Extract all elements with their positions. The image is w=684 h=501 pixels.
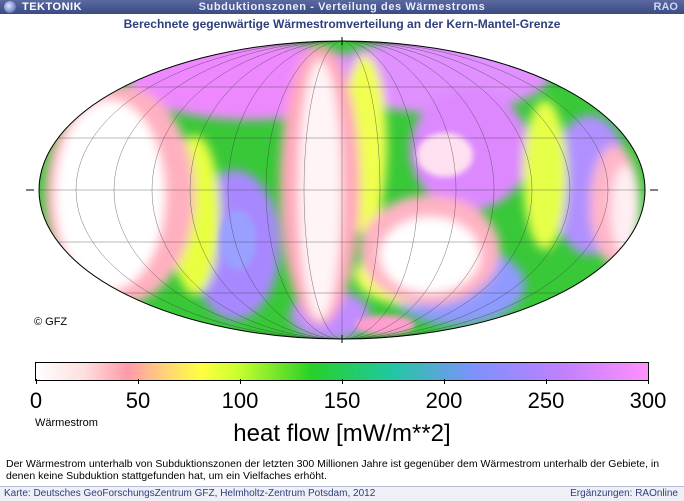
colorbar-tick [647, 379, 649, 384]
quantity-label: Wärmestrom [35, 417, 98, 429]
map-field [39, 41, 645, 339]
colorbar-tick-label: 150 [323, 388, 361, 413]
globe-logo-icon [4, 1, 16, 13]
brand-label: TEKTONIK [22, 1, 83, 13]
footer-source: Karte: Deutsches GeoForschungsZentrum GF… [4, 488, 376, 499]
top-banner: TEKTONIK Subduktionszonen - Verteilung d… [0, 0, 684, 14]
map-subtitle: Berechnete gegenwärtige Wärmestromvertei… [123, 17, 561, 31]
brand[interactable]: TEKTONIK [4, 0, 82, 14]
footer-credit[interactable]: Ergänzungen: RAOnline [570, 488, 678, 499]
colorbar-tick [35, 379, 37, 384]
colorbar-tick [239, 379, 241, 384]
colorbar-tick-label: 0 [29, 388, 43, 413]
unit-label: heat flow [mW/m**2] [233, 420, 451, 447]
colorbar-tick-label: 300 [629, 388, 667, 413]
colorbar-tick-label: 100 [221, 388, 259, 413]
copyright-note: © GFZ [34, 316, 68, 328]
corner-label[interactable]: RAO [653, 1, 678, 13]
colorbar-tick [341, 379, 343, 384]
colorbar-tick-label: 200 [425, 388, 463, 413]
footer: Karte: Deutsches GeoForschungsZentrum GF… [0, 486, 684, 501]
colorbar-tick-label: 50 [125, 388, 151, 413]
colorbar-tick [137, 379, 139, 384]
colorbar-tick [545, 379, 547, 384]
page-title: Subduktionszonen - Verteilung des Wärmes… [198, 1, 486, 13]
colorbar-tick-label: 250 [527, 388, 565, 413]
colorbar-tick [443, 379, 445, 384]
heat-flow-map [26, 37, 658, 343]
description-text: Der Wärmestrom unterhalb von Subduktions… [6, 458, 660, 482]
